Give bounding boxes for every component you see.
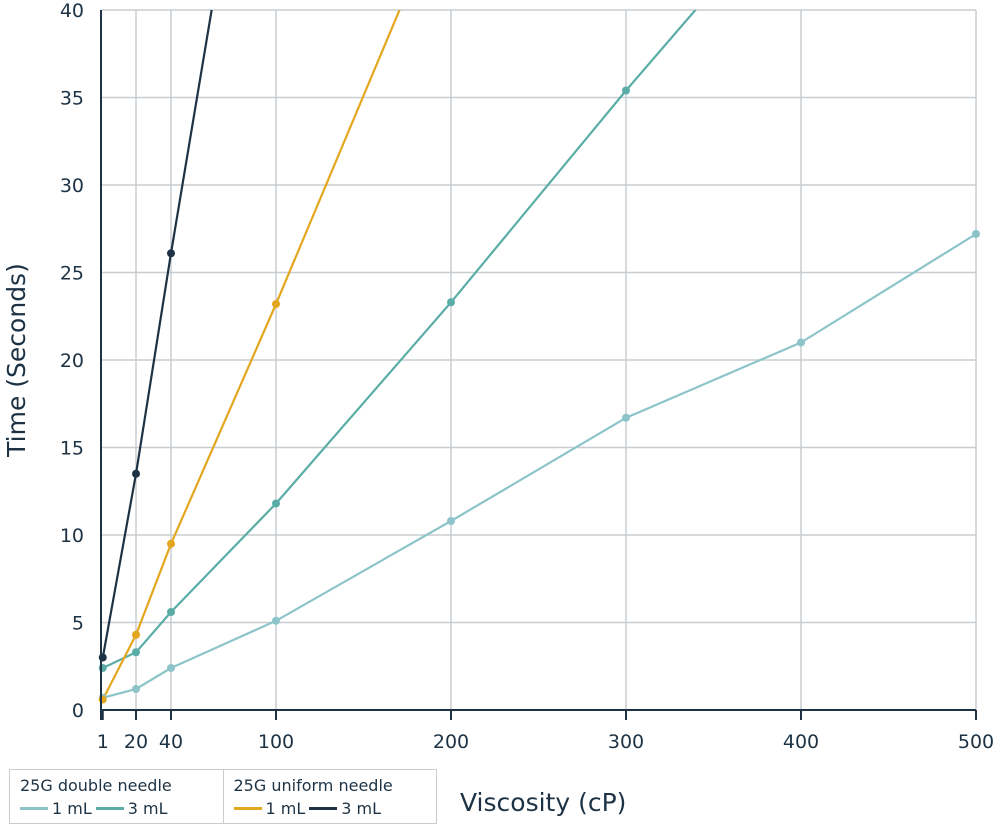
data-point bbox=[98, 695, 107, 704]
data-point bbox=[622, 86, 630, 95]
data-point bbox=[167, 539, 175, 548]
series-line-4 bbox=[101, 10, 213, 658]
legend-label: 3 mL bbox=[127, 798, 168, 818]
y-tick-label: 0 bbox=[72, 700, 84, 722]
data-point bbox=[167, 608, 175, 616]
x-tick-label: 100 bbox=[258, 731, 294, 753]
x-tick-label: 400 bbox=[783, 731, 819, 753]
series-line-2 bbox=[102, 10, 697, 669]
legend-label: 1 mL bbox=[265, 798, 306, 818]
legend-item-double-1ml: 1 mL bbox=[20, 799, 92, 818]
legend-swatch bbox=[233, 806, 262, 810]
data-point bbox=[797, 338, 805, 347]
y-tick-label: 15 bbox=[60, 438, 84, 460]
legend-swatch bbox=[309, 806, 338, 810]
grid-lines bbox=[101, 9, 977, 710]
data-point bbox=[132, 469, 140, 478]
legend-group-title: 25G uniform needle bbox=[233, 775, 393, 795]
legend-group-double-needle: 25G double needle 1 mL 3 mL bbox=[10, 770, 223, 823]
axes bbox=[100, 10, 977, 720]
data-point bbox=[132, 648, 140, 657]
y-tick-label: 40 bbox=[60, 0, 84, 22]
x-tick-label: 1 bbox=[97, 731, 109, 753]
y-tick-label: 35 bbox=[60, 88, 84, 110]
data-point bbox=[167, 664, 175, 672]
data-point bbox=[167, 249, 175, 258]
x-tick-label: 200 bbox=[433, 731, 469, 753]
legend-item-uniform-3ml: 3 mL bbox=[309, 799, 381, 818]
series-lines bbox=[101, 10, 976, 701]
data-point bbox=[972, 230, 980, 238]
y-tick-label: 30 bbox=[60, 175, 84, 197]
legend-label: 1 mL bbox=[52, 798, 92, 818]
legend-swatch bbox=[20, 806, 48, 810]
data-point bbox=[622, 413, 630, 422]
y-tick-label: 10 bbox=[60, 525, 84, 547]
data-point bbox=[447, 517, 455, 525]
y-tick-label: 5 bbox=[72, 613, 84, 635]
x-axis-title: Viscosity (cP) bbox=[460, 788, 626, 817]
y-axis-title: Time (Seconds) bbox=[2, 263, 31, 458]
x-tick-label: 300 bbox=[608, 731, 644, 753]
legend-group-title: 25G double needle bbox=[20, 775, 172, 795]
legend-item-double-3ml: 3 mL bbox=[95, 798, 168, 818]
series-points bbox=[98, 86, 980, 704]
data-point bbox=[98, 664, 107, 672]
legend-swatch bbox=[95, 806, 124, 810]
data-point bbox=[98, 653, 107, 662]
data-point bbox=[132, 685, 140, 693]
data-point bbox=[132, 630, 140, 639]
legend-label: 3 mL bbox=[341, 798, 382, 818]
data-point bbox=[272, 300, 280, 308]
series-line-1 bbox=[102, 233, 976, 699]
legend-item-uniform-1ml: 1 mL bbox=[233, 798, 306, 818]
legend: 25G double needle 1 mL 3 mL 25G uniform … bbox=[9, 769, 437, 824]
y-tick-label: 20 bbox=[60, 350, 84, 372]
tick-labels: 0 5 10 15 20 25 30 35 40 1 20 40 100 200 300 400 500 bbox=[60, 0, 994, 753]
data-point bbox=[447, 298, 455, 307]
x-tick-label: 40 bbox=[159, 731, 183, 753]
legend-group-uniform-needle: 25G uniform needle 1 mL 3 mL bbox=[222, 770, 437, 823]
data-point bbox=[272, 616, 280, 625]
x-tick-label: 500 bbox=[958, 731, 994, 753]
x-tick-label: 20 bbox=[124, 731, 148, 753]
data-point bbox=[272, 499, 280, 508]
y-tick-label: 25 bbox=[60, 263, 84, 285]
